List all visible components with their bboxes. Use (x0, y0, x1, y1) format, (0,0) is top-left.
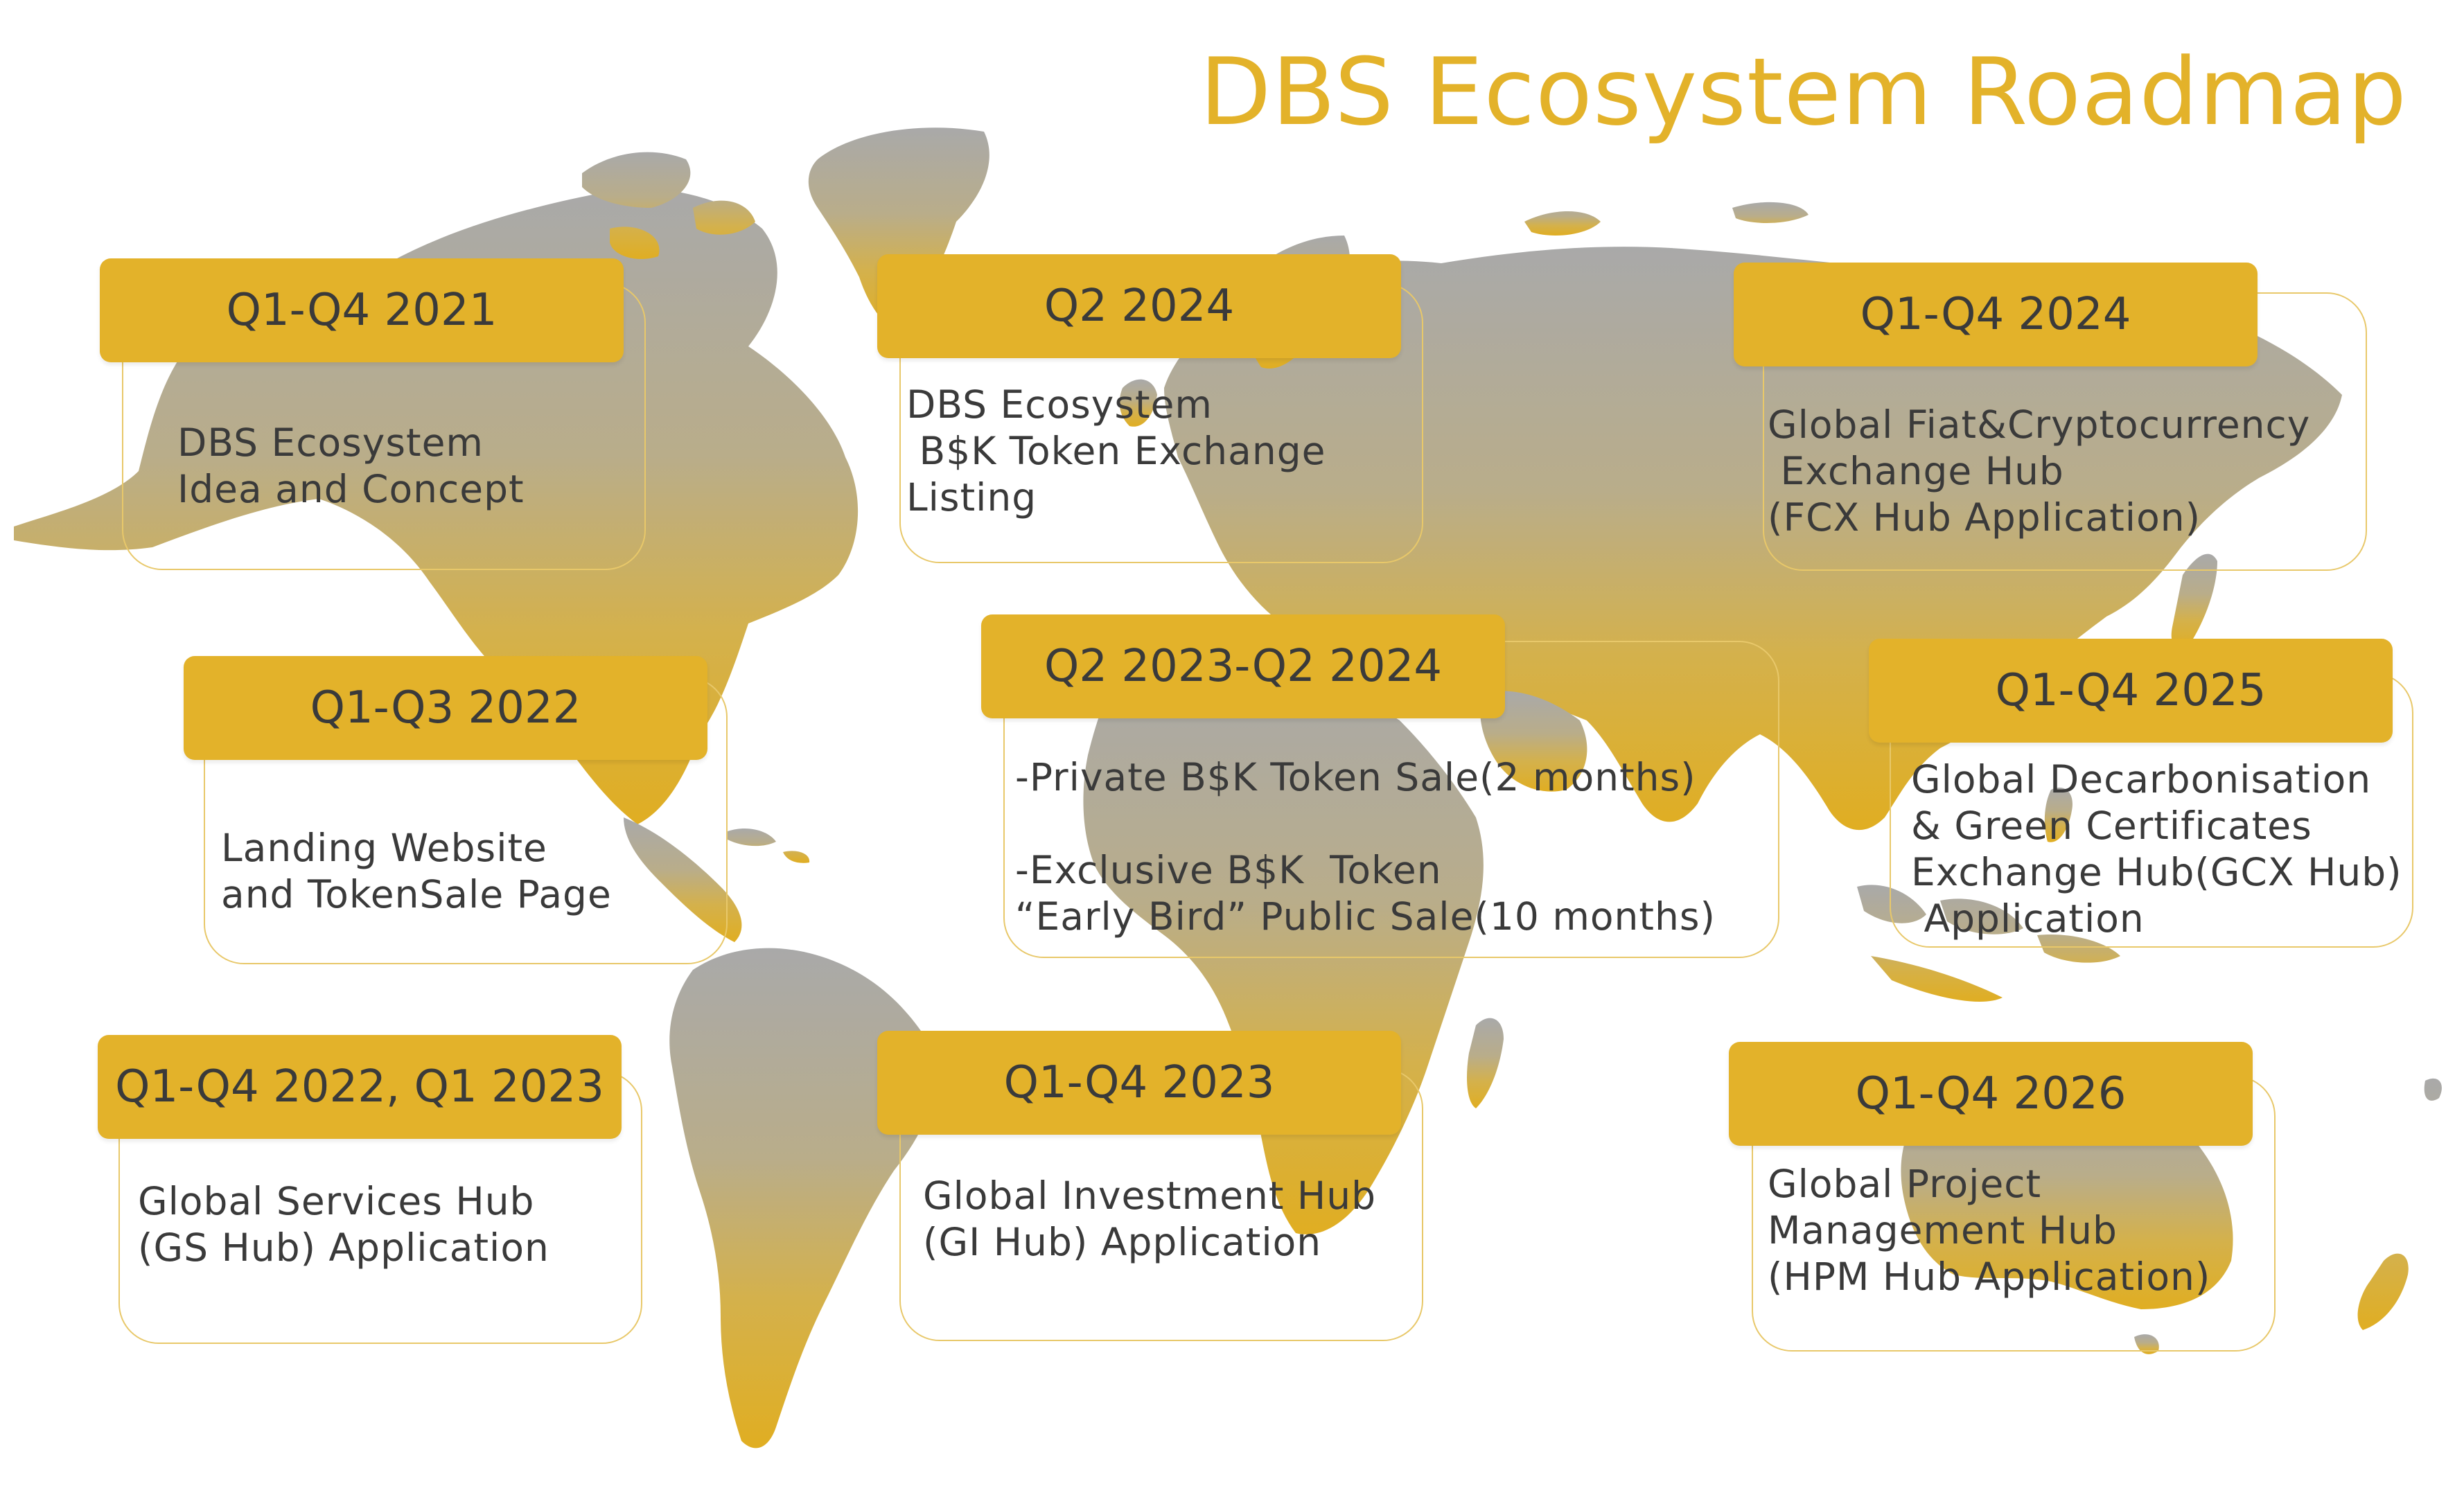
south-america-shape (669, 948, 937, 1449)
milestone-period-badge: Q1-Q4 2025 (1869, 639, 2393, 743)
milestone-period-badge: Q1-Q4 2026 (1729, 1042, 2253, 1146)
milestone-description: Global Fiat&Cryptocurrency Exchange Hub … (1768, 402, 2311, 540)
milestone-period-badge: Q1-Q4 2022, Q1 2023 (98, 1035, 622, 1139)
milestone-description: Landing Website and TokenSale Page (221, 826, 612, 916)
milestone-description: DBS Ecosystem Idea and Concept (177, 420, 525, 511)
siberian-islands-shape (1524, 202, 1809, 236)
greenland-shape (808, 127, 989, 333)
tasmania-shape (2134, 1334, 2159, 1354)
uk-shape (1119, 379, 1157, 427)
milestone-period-badge: Q2 2024 (877, 254, 1401, 358)
milestone-period-badge: Q1-Q4 2021 (100, 258, 624, 362)
milestone-description: Global Decarbonisation & Green Certifica… (1911, 757, 2402, 941)
milestone-period-badge: Q2 2023-Q2 2024 (981, 614, 1505, 718)
arctic-islands-shape (582, 152, 755, 259)
milestone-description: Global Project Management Hub (HPM Hub A… (1768, 1162, 2211, 1299)
milestone-period-badge: Q1-Q4 2023 (877, 1031, 1401, 1135)
arabia-shape (1480, 691, 1587, 792)
japan-shape (2171, 553, 2217, 648)
milestone-period-badge: Q1-Q4 2024 (1734, 263, 2258, 366)
milestone-description: -Private B$K Token Sale(2 months) -Exclu… (1015, 755, 1716, 939)
caribbean-shape (728, 828, 810, 863)
eurasia-shape (1164, 247, 2342, 831)
page-title: DBS Ecosystem Roadmap (1199, 38, 2407, 146)
philippines-shape (2044, 787, 2073, 842)
milestone-description: DBS Ecosystem B$K Token Exchange Listing (906, 382, 1326, 520)
new-zealand-shape (2357, 1078, 2442, 1330)
madagascar-shape (1467, 1018, 1504, 1108)
milestone-description: Global Services Hub (GS Hub) Application (138, 1179, 549, 1270)
central-america-shape (624, 817, 742, 942)
milestone-description: Global Investment Hub (GI Hub) Applicati… (923, 1173, 1377, 1264)
milestone-period-badge: Q1-Q3 2022 (184, 656, 707, 760)
